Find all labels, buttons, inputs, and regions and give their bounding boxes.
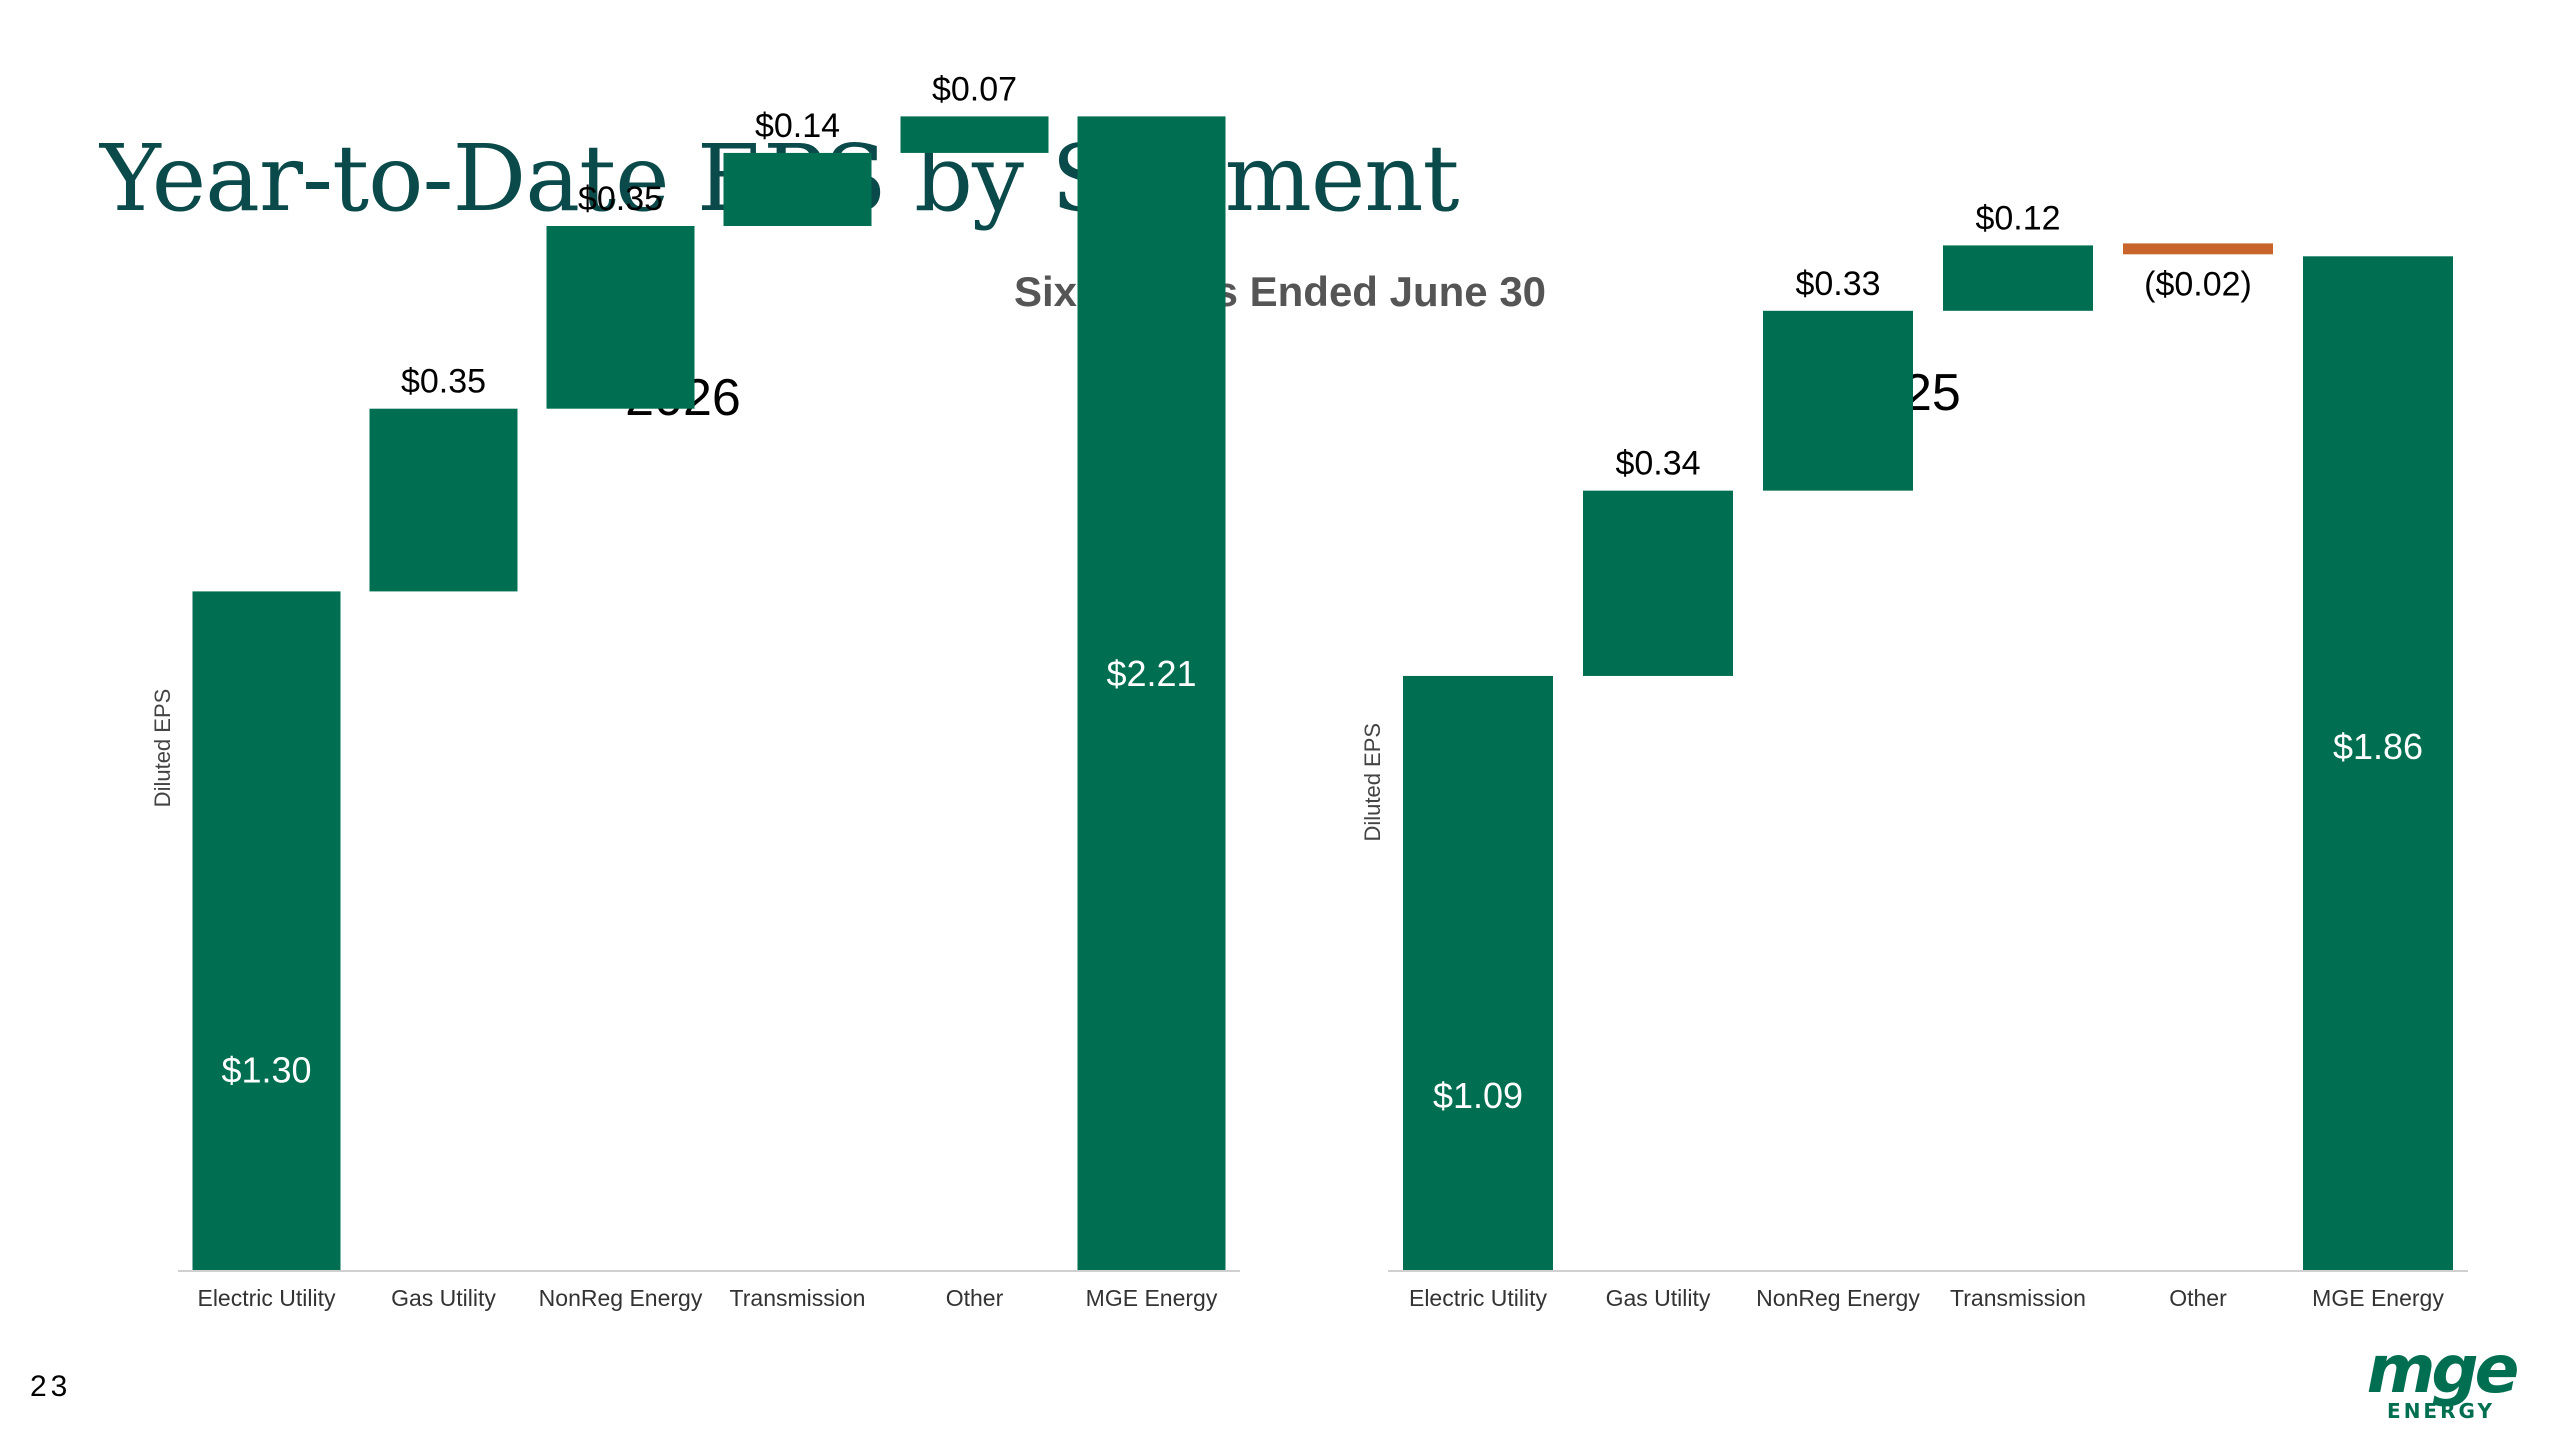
logo-subtext: ENERGY bbox=[2387, 1399, 2495, 1423]
bar-nonreg-energy bbox=[1763, 310, 1913, 491]
bar-transmission bbox=[723, 152, 872, 226]
x-tick-label: Electric Utility bbox=[197, 1285, 336, 1311]
data-label: $0.34 bbox=[1615, 445, 1700, 483]
x-tick-label: NonReg Energy bbox=[1756, 1285, 1920, 1311]
bar-electric-utility bbox=[192, 591, 341, 1270]
x-tick-label: MGE Energy bbox=[1086, 1285, 1218, 1311]
data-label: $0.14 bbox=[755, 107, 840, 145]
bar-mge-energy bbox=[1077, 116, 1226, 1270]
data-label: $1.30 bbox=[221, 1049, 311, 1090]
x-tick-label: Gas Utility bbox=[1606, 1285, 1711, 1311]
data-label: $0.12 bbox=[1975, 199, 2060, 237]
bar-other bbox=[900, 116, 1049, 153]
bar-nonreg-energy bbox=[546, 226, 695, 409]
data-label: $0.07 bbox=[932, 70, 1017, 108]
y-axis-label: Diluted EPS bbox=[150, 689, 175, 808]
data-label: ($0.02) bbox=[2144, 265, 2252, 303]
bar-transmission bbox=[1943, 245, 2093, 311]
bar-electric-utility bbox=[1403, 675, 1553, 1270]
x-tick-label: Gas Utility bbox=[391, 1285, 496, 1311]
x-tick-label: Transmission bbox=[1950, 1285, 2086, 1311]
x-tick-label: Other bbox=[2169, 1285, 2227, 1311]
x-tick-label: Other bbox=[946, 1285, 1004, 1311]
bar-gas-utility bbox=[369, 408, 518, 592]
mge-energy-logo: mge ENERGY bbox=[2362, 1331, 2520, 1423]
data-label: $1.09 bbox=[1433, 1075, 1523, 1116]
data-label: $0.33 bbox=[1795, 265, 1880, 303]
logo-wordmark: mge bbox=[2366, 1331, 2520, 1408]
data-label: $1.86 bbox=[2333, 726, 2423, 767]
bar-other bbox=[2123, 243, 2273, 255]
slide-number: 23 bbox=[30, 1370, 72, 1403]
bar-mge-energy bbox=[2303, 256, 2453, 1270]
x-tick-label: Transmission bbox=[730, 1285, 866, 1311]
x-tick-label: Electric Utility bbox=[1409, 1285, 1548, 1311]
y-axis-label: Diluted EPS bbox=[1360, 723, 1385, 842]
data-label: $0.35 bbox=[401, 363, 486, 401]
bar-gas-utility bbox=[1583, 490, 1733, 676]
data-label: $0.35 bbox=[578, 180, 663, 218]
x-tick-label: MGE Energy bbox=[2312, 1285, 2444, 1311]
x-tick-label: NonReg Energy bbox=[539, 1285, 703, 1311]
data-label: $2.21 bbox=[1106, 653, 1196, 694]
